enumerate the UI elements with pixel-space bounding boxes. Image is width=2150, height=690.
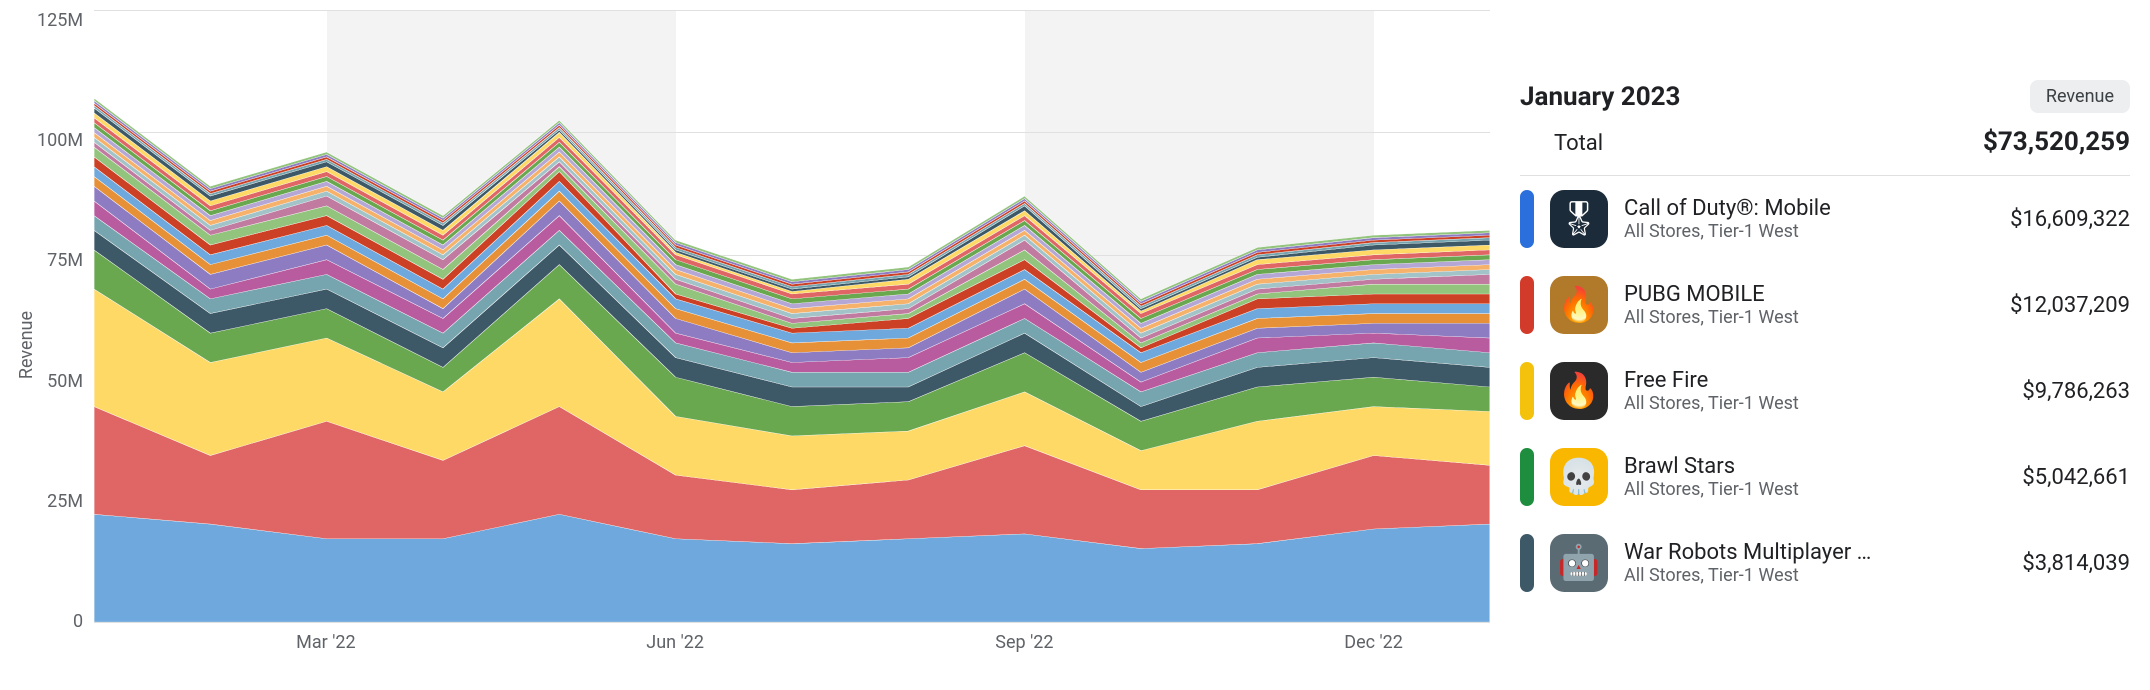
legend-swatch bbox=[1520, 362, 1534, 420]
legend-item-name: PUBG MOBILE bbox=[1624, 282, 1994, 307]
x-tick: Mar '22 bbox=[296, 632, 355, 653]
app-icon: 🔥 bbox=[1550, 276, 1608, 334]
app-icon: 🎖 bbox=[1550, 190, 1608, 248]
legend-item[interactable]: 💀 Brawl StarsAll Stores, Tier-1 West $5,04… bbox=[1520, 434, 2130, 520]
legend-total-row: Total $73,520,259 bbox=[1520, 113, 2130, 176]
legend-item-value: $5,042,661 bbox=[2022, 465, 2130, 490]
legend-item-sub: All Stores, Tier-1 West bbox=[1624, 565, 2006, 586]
legend-panel: January 2023 Revenue Total $73,520,259 🎖… bbox=[1490, 10, 2130, 680]
legend-item[interactable]: 🤖 War Robots Multiplayer …All Stores, Tie… bbox=[1520, 520, 2130, 606]
legend-swatch bbox=[1520, 276, 1534, 334]
x-axis-ticks: Mar '22 Jun '22 Sep '22 Dec '22 bbox=[93, 622, 1490, 680]
x-tick: Dec '22 bbox=[1344, 632, 1403, 653]
legend-item[interactable]: 🔥 Free FireAll Stores, Tier-1 West $9,786,… bbox=[1520, 348, 2130, 434]
legend-item-value: $16,609,322 bbox=[2010, 207, 2130, 232]
x-tick: Jun '22 bbox=[646, 632, 704, 653]
legend-title: January 2023 bbox=[1520, 82, 1680, 112]
total-label: Total bbox=[1554, 131, 1603, 156]
y-tick: 125M bbox=[37, 10, 83, 31]
legend-swatch bbox=[1520, 448, 1534, 506]
legend-item-sub: All Stores, Tier-1 West bbox=[1624, 307, 1994, 328]
app-icon: 🤖 bbox=[1550, 534, 1608, 592]
legend-item-sub: All Stores, Tier-1 West bbox=[1624, 393, 2006, 414]
y-axis-ticks: 125M 100M 75M 50M 25M 0 bbox=[37, 10, 93, 680]
legend-swatch bbox=[1520, 190, 1534, 248]
legend-item-value: $12,037,209 bbox=[2010, 293, 2130, 318]
total-value: $73,520,259 bbox=[1983, 127, 2130, 157]
legend-item[interactable]: 🔥 PUBG MOBILEAll Stores, Tier-1 West $12,0… bbox=[1520, 262, 2130, 348]
legend-items: 🎖Call of Duty®: MobileAll Stores, Tier-1… bbox=[1520, 176, 2130, 606]
y-axis-title: Revenue bbox=[10, 311, 37, 379]
legend-swatch bbox=[1520, 534, 1534, 592]
metric-pill[interactable]: Revenue bbox=[2030, 80, 2130, 113]
app-icon: 🔥 bbox=[1550, 362, 1608, 420]
legend-item-value: $3,814,039 bbox=[2022, 551, 2130, 576]
stacked-area-svg bbox=[94, 10, 1490, 622]
plot-area[interactable] bbox=[93, 10, 1490, 622]
legend-item-name: Free Fire bbox=[1624, 368, 2006, 393]
y-tick: 25M bbox=[47, 491, 83, 512]
legend-item-name: War Robots Multiplayer … bbox=[1624, 540, 2006, 565]
y-tick: 75M bbox=[47, 250, 83, 271]
legend-item-sub: All Stores, Tier-1 West bbox=[1624, 221, 1994, 242]
chart: Revenue 125M 100M 75M 50M 25M 0 Mar '22 Jun '2… bbox=[10, 10, 1490, 680]
legend-item-sub: All Stores, Tier-1 West bbox=[1624, 479, 2006, 500]
y-tick: 0 bbox=[73, 611, 83, 632]
legend-item-name: Call of Duty®: Mobile bbox=[1624, 196, 1994, 221]
y-tick: 100M bbox=[37, 130, 83, 151]
legend-item-name: Brawl Stars bbox=[1624, 454, 2006, 479]
x-tick: Sep '22 bbox=[995, 632, 1053, 653]
legend-item-value: $9,786,263 bbox=[2022, 379, 2130, 404]
app-icon: 💀 bbox=[1550, 448, 1608, 506]
legend-item[interactable]: 🎖 Call of Duty®: MobileAll Stores, Tier-1… bbox=[1520, 176, 2130, 262]
y-tick: 50M bbox=[47, 371, 83, 392]
